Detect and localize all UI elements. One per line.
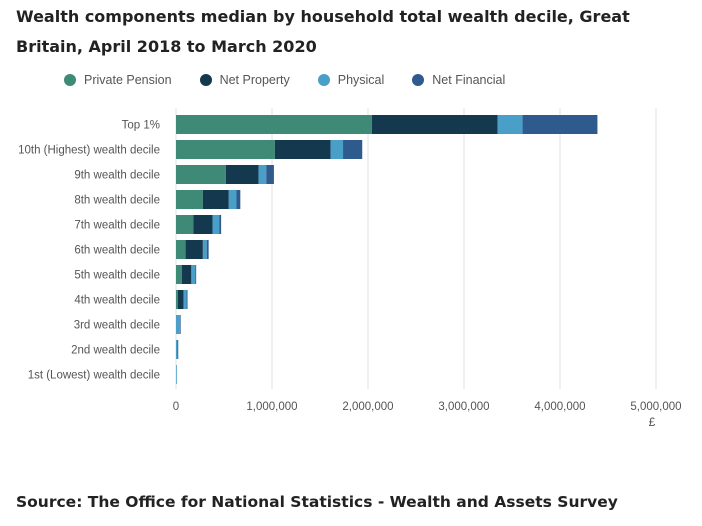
bar-net-financial-7th-wealth-decile[interactable] [219, 215, 222, 234]
legend-item-net-property[interactable]: Net Property [199, 73, 290, 87]
bar-net-property-6th-wealth-decile[interactable] [185, 240, 203, 259]
bar-net-financial-8th-wealth-decile[interactable] [236, 190, 241, 209]
bar-net-property-5th-wealth-decile[interactable] [181, 265, 192, 284]
bar-net-financial-top-1[interactable] [522, 115, 598, 134]
bar-net-financial-4th-wealth-decile[interactable] [186, 290, 188, 309]
legend-label-net-property: Net Property [219, 73, 290, 87]
x-axis-tick-labels: 0 1,000,000 2,000,000 3,000,000 4,000,000 5,0… [173, 401, 682, 413]
legend-marker-net-property [199, 74, 212, 86]
bar-net-property-7th-wealth-decile[interactable] [193, 215, 213, 234]
x-tick-label: 4,000,000 [534, 401, 585, 413]
category-label: 10th (Highest) wealth decile [18, 145, 160, 157]
bar-private-pension-6th-wealth-decile[interactable] [176, 240, 186, 259]
x-axis-label: £ [649, 415, 656, 429]
category-label: 3rd wealth decile [74, 320, 160, 332]
bar-physical-3rd-wealth-decile[interactable] [176, 315, 180, 334]
bar-physical-2nd-wealth-decile[interactable] [176, 340, 178, 359]
category-label: 9th wealth decile [74, 170, 160, 182]
legend-item-private-pension[interactable]: Private Pension [64, 73, 172, 87]
chart-title: Wealth components median by household to… [16, 7, 630, 56]
bar-private-pension-top-1[interactable] [176, 115, 372, 134]
category-label: Top 1% [122, 120, 160, 132]
bar-physical-4th-wealth-decile[interactable] [183, 290, 187, 309]
bar-net-financial-9th-wealth-decile[interactable] [266, 165, 274, 184]
category-label: 6th wealth decile [74, 245, 160, 257]
bar-private-pension-5th-wealth-decile[interactable] [176, 265, 182, 284]
bar-physical-top-1[interactable] [497, 115, 523, 134]
bar-net-property-9th-wealth-decile[interactable] [225, 165, 259, 184]
category-label: 8th wealth decile [74, 195, 160, 207]
legend-item-physical[interactable]: Physical [317, 73, 385, 87]
legend-marker-net-financial [412, 74, 425, 86]
legend-marker-physical [317, 74, 330, 86]
x-tick-label: 3,000,000 [438, 401, 489, 413]
bar-physical-8th-wealth-decile[interactable] [228, 190, 237, 209]
bar-physical-9th-wealth-decile[interactable] [258, 165, 267, 184]
bar-private-pension-7th-wealth-decile[interactable] [176, 215, 194, 234]
source-note: Source: The Office for National Statisti… [16, 493, 618, 511]
bar-physical-6th-wealth-decile[interactable] [202, 240, 207, 259]
category-label: 5th wealth decile [74, 270, 160, 282]
bar-physical-1st-lowest-wealth-decile[interactable] [176, 365, 177, 384]
x-tick-label: 2,000,000 [342, 401, 393, 413]
legend-marker-private-pension [64, 74, 76, 86]
legend-label-private-pension: Private Pension [84, 73, 172, 87]
x-tick-label: 1,000,000 [246, 401, 297, 413]
chart-legend: Private Pension Net Property Physical Ne… [64, 70, 533, 90]
bar-net-financial-6th-wealth-decile[interactable] [206, 240, 209, 259]
bar-physical-7th-wealth-decile[interactable] [212, 215, 220, 234]
bar-net-financial-5th-wealth-decile[interactable] [195, 265, 197, 284]
category-label: 4th wealth decile [74, 295, 160, 307]
x-tick-label: 0 [173, 401, 179, 413]
bar-private-pension-10th-highest-wealth-decile[interactable] [176, 140, 275, 159]
bar-chart: Top 1% 10th (Highest) wealth decile 9th we… [18, 108, 682, 429]
bar-net-property-8th-wealth-decile[interactable] [202, 190, 229, 209]
bar-private-pension-8th-wealth-decile[interactable] [176, 190, 203, 209]
bar-net-property-10th-highest-wealth-decile[interactable] [274, 140, 331, 159]
bar-net-financial-2nd-wealth-decile[interactable] [177, 340, 179, 359]
bar-private-pension-4th-wealth-decile[interactable] [176, 290, 178, 309]
category-label: 7th wealth decile [74, 220, 160, 232]
bars [176, 115, 598, 384]
bar-physical-5th-wealth-decile[interactable] [191, 265, 196, 284]
category-label: 1st (Lowest) wealth decile [28, 370, 160, 382]
legend-item-net-financial[interactable]: Net Financial [412, 73, 505, 87]
bar-net-property-top-1[interactable] [371, 115, 498, 134]
legend-label-net-financial: Net Financial [432, 73, 506, 87]
x-tick-label: 5,000,000 [630, 401, 681, 413]
category-label: 2nd wealth decile [71, 345, 160, 357]
legend-label-physical: Physical [337, 73, 385, 87]
bar-physical-10th-highest-wealth-decile[interactable] [330, 140, 344, 159]
bar-net-financial-3rd-wealth-decile[interactable] [179, 315, 181, 334]
category-labels: Top 1% 10th (Highest) wealth decile 9th we… [18, 120, 160, 382]
bar-net-property-4th-wealth-decile[interactable] [177, 290, 184, 309]
bar-net-financial-10th-highest-wealth-decile[interactable] [343, 140, 363, 159]
bar-private-pension-9th-wealth-decile[interactable] [176, 165, 226, 184]
